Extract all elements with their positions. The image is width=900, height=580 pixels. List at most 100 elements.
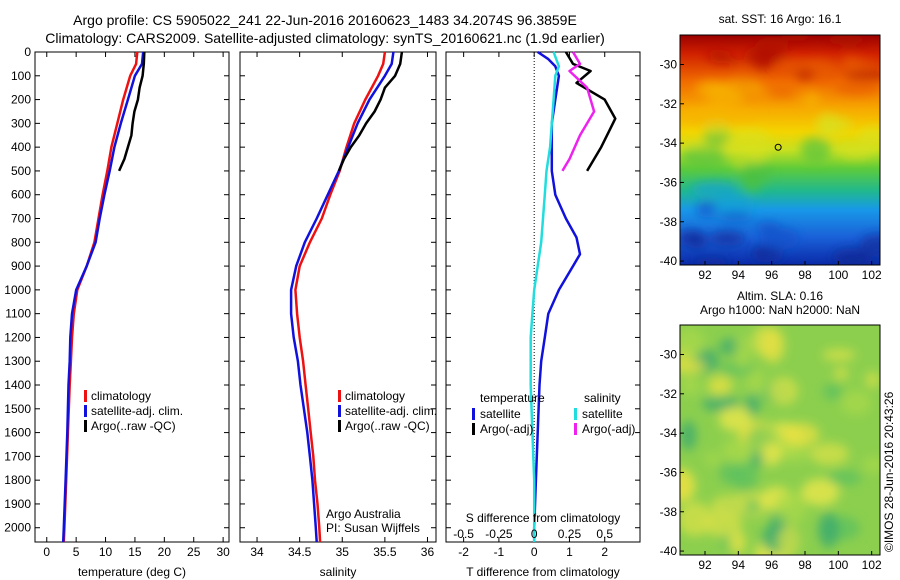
sst-blob <box>690 181 738 198</box>
sla-blob <box>840 390 872 416</box>
sla-blob <box>827 470 863 486</box>
sla-blob <box>711 495 749 517</box>
y-tick-label: 2000 <box>4 521 31 535</box>
sst-blob <box>800 137 831 163</box>
x-tick-label: 10 <box>99 545 113 559</box>
sla-blob <box>680 376 701 395</box>
legend-label: climatology <box>345 389 405 403</box>
panel-sst-map: sat. SST: 16 Argo: 16.1 92 94 96 98 100 102 -30… <box>660 12 882 282</box>
map-y-tick-label: -32 <box>660 97 678 111</box>
sst-blob <box>710 54 739 64</box>
sst-blob <box>824 35 868 46</box>
sla-blob <box>705 452 721 465</box>
map-y-tick-label: -40 <box>660 544 678 558</box>
map-x-tick-label: 96 <box>765 268 779 282</box>
series-line-temperature-2 <box>117 51 146 172</box>
series-line-differences-2 <box>529 51 561 542</box>
x2-axis-label: S difference from climatology <box>466 511 621 525</box>
x-tick-label: 25 <box>187 545 201 559</box>
legend-label: climatology <box>91 389 151 403</box>
sla-blob <box>818 512 840 549</box>
sst-blob <box>713 194 755 218</box>
map-x-tick-label: 92 <box>698 268 712 282</box>
sst-blob <box>754 36 789 62</box>
panel-differences: -2 -1 0 1 2 T difference from climatology S di… <box>445 50 641 579</box>
sst-blob <box>802 91 821 109</box>
x-axis-label: T difference from climatology <box>466 565 620 579</box>
map-y-tick-label: -40 <box>660 254 678 268</box>
sla-blob <box>718 406 752 432</box>
x-tick-label: 36 <box>421 545 435 559</box>
legend-swatch <box>472 408 475 420</box>
legend-label: satellite-adj. clim. <box>91 404 183 418</box>
x-tick-label: 35 <box>336 545 350 559</box>
y-tick-label: 1200 <box>4 330 31 344</box>
legend-swatch <box>338 420 341 432</box>
sst-blob <box>717 211 753 222</box>
sst-blob <box>837 254 872 265</box>
series-line-temperature-1 <box>61 51 145 543</box>
sla-map-title-line2: Argo h1000: NaN h2000: NaN <box>700 303 860 317</box>
x-tick-label: 30 <box>216 545 230 559</box>
sla-blob <box>777 525 800 555</box>
sst-blob <box>706 90 747 108</box>
credit-text: ©IMOS 28-Jun-2016 20:43:26 <box>882 391 896 552</box>
legend-swatch <box>84 390 87 402</box>
sst-blob <box>782 35 813 42</box>
sla-blob <box>746 369 766 400</box>
sla-blob <box>718 461 743 485</box>
sla-texture <box>680 325 880 555</box>
y-tick-label: 500 <box>11 164 31 178</box>
panel-salinity: 34 34.5 35 35.5 36 salinity climatologysatelli… <box>239 51 437 579</box>
sst-blob <box>681 146 727 167</box>
map-y-tick-label: -30 <box>660 57 678 71</box>
x-axis-label: salinity <box>320 565 357 579</box>
sst-blob <box>820 117 853 134</box>
sla-blob <box>680 420 697 451</box>
y-tick-label: 300 <box>11 116 31 130</box>
sst-blob <box>774 59 822 73</box>
sla-blob <box>707 375 733 394</box>
sla-blob <box>718 362 755 376</box>
sst-blob <box>834 80 880 96</box>
map-y-tick-label: -38 <box>660 215 678 229</box>
y-tick-label: 1000 <box>4 283 31 297</box>
y-tick-label: 1400 <box>4 378 31 392</box>
x2-tick-label: 0.25 <box>558 527 582 541</box>
map-x-tick-label: 102 <box>862 558 882 572</box>
sla-blob <box>728 531 746 553</box>
map-x-tick-label: 98 <box>798 268 812 282</box>
y-tick-label: 0 <box>24 45 31 59</box>
sst-blob <box>841 55 859 74</box>
sla-map-title-line1: Altim. SLA: 0.16 <box>737 289 823 303</box>
attribution-line2: PI: Susan Wijffels <box>326 521 420 535</box>
map-y-tick-label: -36 <box>660 175 678 189</box>
y-tick-label: 1700 <box>4 449 31 463</box>
sst-blob <box>695 201 719 218</box>
y-tick-label: 200 <box>11 93 31 107</box>
sst-blob <box>686 232 708 250</box>
series-line-differences-0 <box>532 50 582 542</box>
map-y-tick-label: -34 <box>660 426 678 440</box>
sst-texture <box>680 35 880 265</box>
salinity-frame <box>239 51 437 543</box>
sst-blob <box>709 230 745 246</box>
sla-blob <box>865 371 880 389</box>
sst-blob <box>760 227 799 250</box>
figure-title-line1: Argo profile: CS 5905022_241 22-Jun-2016… <box>73 12 577 28</box>
x-tick-label: -2 <box>458 545 469 559</box>
y-tick-label: 700 <box>11 212 31 226</box>
x2-tick-label: -0.5 <box>453 527 474 541</box>
map-y-tick-label: -30 <box>660 347 678 361</box>
y-tick-label: 900 <box>11 259 31 273</box>
x-tick-label: 34 <box>250 545 264 559</box>
sst-blob <box>738 160 773 186</box>
attribution-line1: Argo Australia <box>326 507 401 521</box>
y-tick-label: 600 <box>11 188 31 202</box>
x2-tick-label: 0 <box>531 527 538 541</box>
series-line-salinity-1 <box>289 51 395 543</box>
sst-blob <box>859 233 880 257</box>
sst-map-frame <box>679 34 881 266</box>
